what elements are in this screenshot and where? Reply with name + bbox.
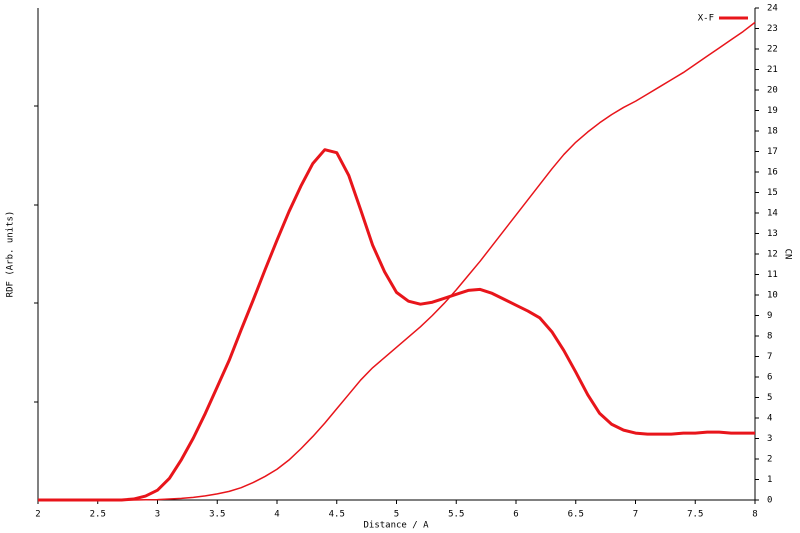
x-tick-label: 6	[513, 510, 518, 520]
x-tick-label: 3	[155, 510, 160, 520]
y2-tick-label: 1	[767, 475, 772, 485]
y2-tick-label: 21	[767, 65, 778, 75]
x-tick-label: 6.5	[568, 510, 584, 520]
legend-label: X-F	[698, 14, 714, 24]
x-tick-label: 7.5	[687, 510, 703, 520]
y2-tick-label: 3	[767, 434, 772, 444]
x-tick-label: 2	[35, 510, 40, 520]
y-axis-label: RDF (Arb. units)	[6, 211, 16, 298]
x-tick-label: 8	[752, 510, 757, 520]
y2-tick-label: 4	[767, 414, 772, 424]
y2-tick-label: 12	[767, 250, 778, 260]
series-line	[38, 21, 756, 501]
x-tick-label: 2.5	[90, 510, 106, 520]
x-tick-label: 4	[274, 510, 279, 520]
y2-tick-label: 19	[767, 106, 778, 116]
y2-tick-label: 18	[767, 127, 778, 137]
y2-tick-label: 6	[767, 373, 772, 383]
y2-tick-label: 16	[767, 168, 778, 178]
y2-tick-label: 9	[767, 311, 772, 321]
series-line	[38, 148, 755, 502]
y2-tick-label: 5	[767, 393, 772, 403]
y2-tick-label: 8	[767, 332, 772, 342]
y2-tick-label: 23	[767, 24, 778, 34]
y2-tick-label: 15	[767, 188, 778, 198]
y2-tick-label: 22	[767, 45, 778, 55]
y2-tick-label: 10	[767, 291, 778, 301]
y2-tick-label: 7	[767, 352, 772, 362]
y2-tick-label: 11	[767, 270, 778, 280]
y2-tick-label: 0	[767, 496, 772, 506]
x-tick-label: 5.5	[448, 510, 464, 520]
y2-tick-label: 14	[767, 209, 778, 219]
y2-tick-label: 24	[767, 4, 778, 14]
x-tick-label: 4.5	[329, 510, 345, 520]
y2-tick-label: 13	[767, 229, 778, 239]
x-tick-label: 3.5	[209, 510, 225, 520]
x-tick-label: 7	[633, 510, 638, 520]
x-tick-label: 5	[394, 510, 399, 520]
y2-axis-label: CN	[783, 249, 793, 260]
y2-tick-label: 20	[767, 86, 778, 96]
x-axis-label: Distance / A	[363, 521, 429, 531]
y2-tick-label: 2	[767, 455, 772, 465]
y2-tick-label: 17	[767, 147, 778, 157]
